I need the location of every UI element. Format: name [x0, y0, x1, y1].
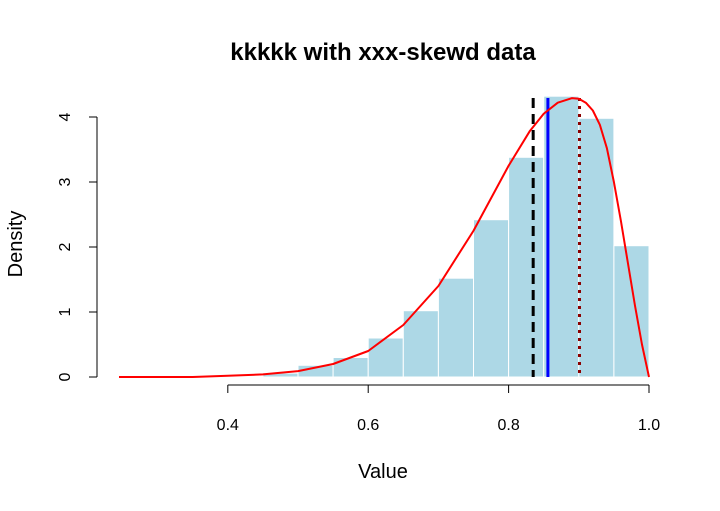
y-tick-label: 1 — [57, 307, 74, 316]
histogram-bar — [402, 310, 439, 378]
y-tick-label: 2 — [57, 242, 74, 251]
density-curve — [119, 97, 650, 378]
histogram-bar — [437, 277, 475, 378]
x-axis-label: Value — [358, 461, 408, 483]
y-tick-label: 0 — [57, 372, 74, 381]
y-tick-label: 4 — [57, 112, 74, 121]
histogram-bar — [508, 156, 545, 378]
reference-lines — [531, 98, 582, 377]
histogram-bar — [367, 337, 404, 378]
histogram-bars — [262, 95, 650, 378]
y-axis-label: Density — [5, 211, 27, 278]
histogram-bar — [613, 245, 650, 378]
x-tick-label: 1.0 — [638, 417, 660, 434]
histogram-bar — [543, 95, 580, 378]
x-tick-label: 0.8 — [497, 417, 519, 434]
density-curve-group — [119, 97, 650, 378]
y-tick-label: 3 — [57, 177, 74, 186]
histogram-bar — [473, 219, 510, 378]
x-tick-label: 0.6 — [357, 417, 379, 434]
y-axis: 0 1 2 3 4 — [57, 112, 98, 381]
chart-title: kkkkk with xxx-skewd data — [230, 39, 536, 66]
x-axis: 0.4 0.6 0.8 1.0 — [217, 384, 660, 434]
histogram-bar — [332, 357, 369, 378]
x-tick-label: 0.4 — [217, 417, 239, 434]
